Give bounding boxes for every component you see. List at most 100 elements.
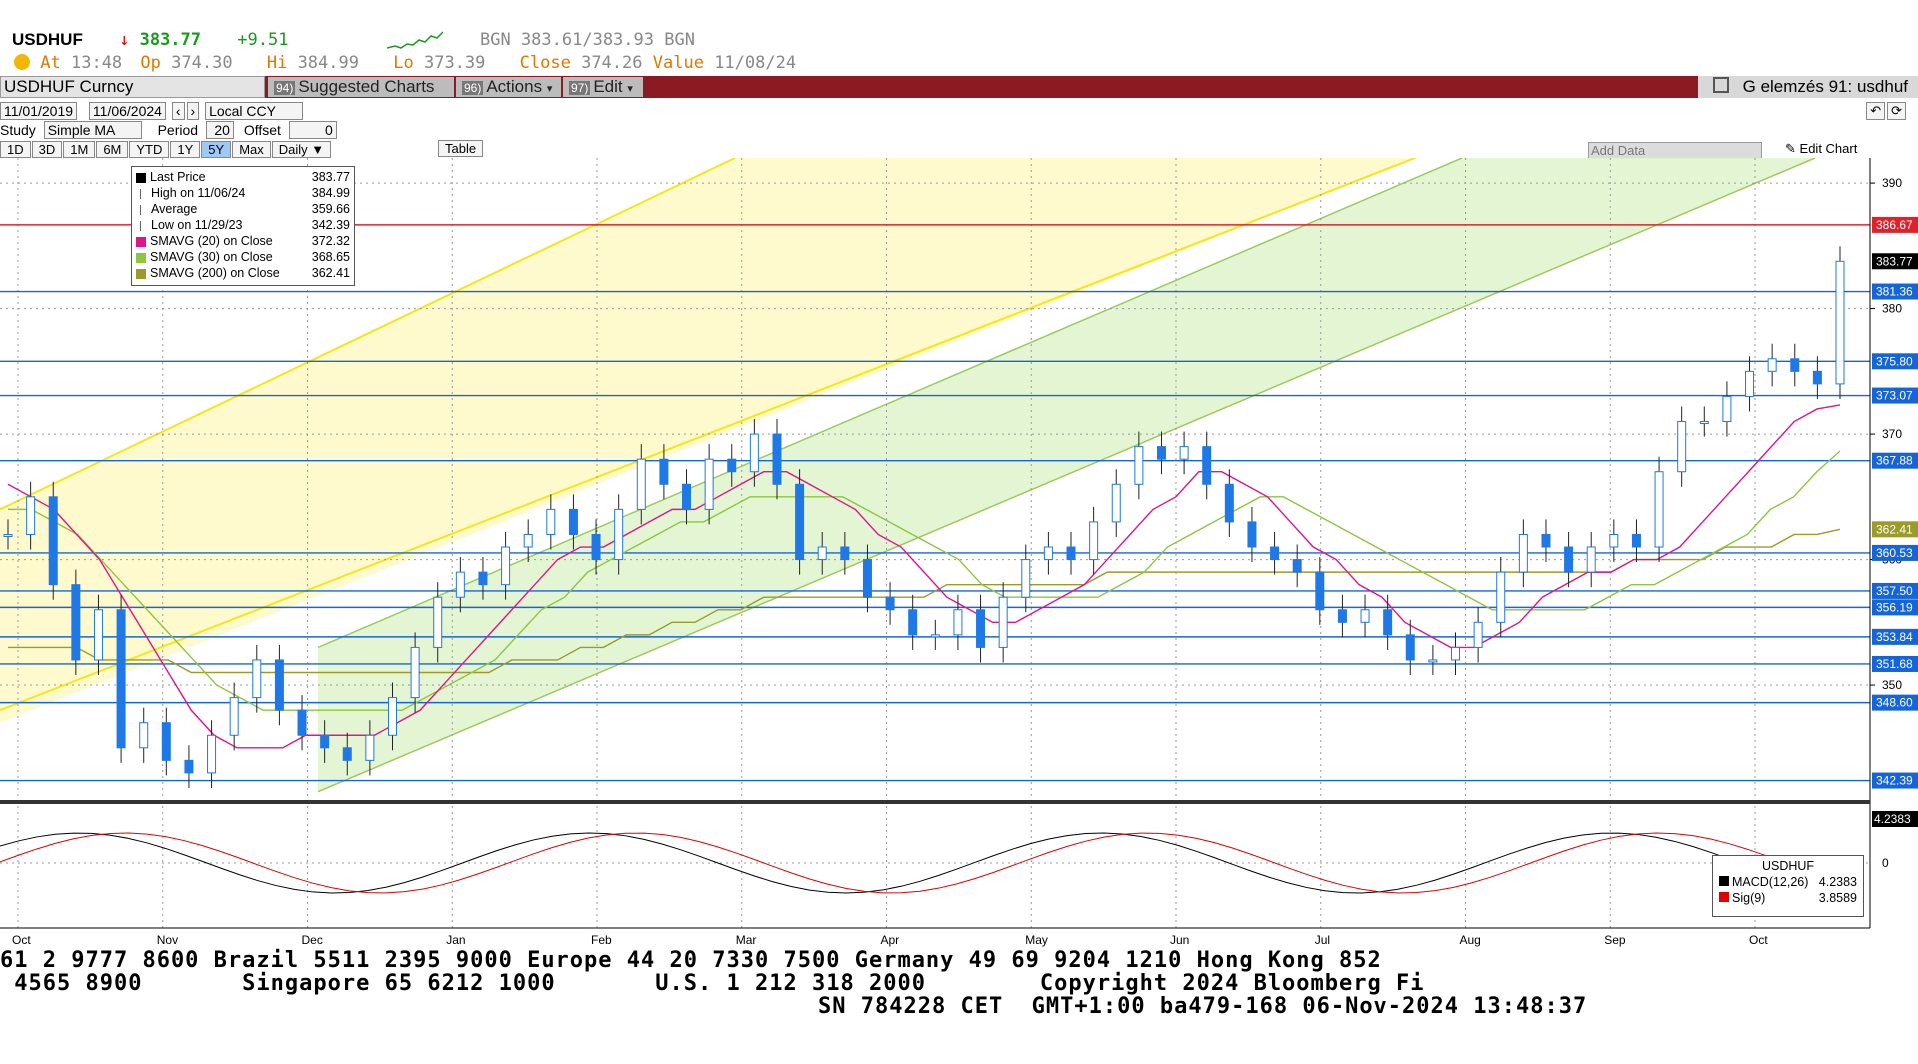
value-date: 11/08/24 — [714, 53, 797, 73]
candle-body — [48, 496, 58, 586]
macd-legend-row: MACD(12,26) 4.2383 — [1719, 874, 1857, 890]
candle-body — [840, 546, 850, 561]
candle-body — [704, 458, 714, 510]
sparkline-icon — [387, 31, 443, 49]
macd-legend-title: USDHUF — [1761, 859, 1815, 873]
hi-label: Hi — [266, 53, 288, 73]
macd-line — [0, 832, 1841, 894]
timeframe-5y[interactable]: 5Y — [201, 141, 232, 158]
bid-ask: BGN 383.61/383.93 BGN — [480, 30, 695, 50]
timeframe-ytd[interactable]: YTD — [129, 141, 170, 158]
macd-legend: USDHUF MACD(12,26) 4.2383 Sig(9) 3.8589 — [1712, 855, 1864, 917]
timeframe-1y[interactable]: 1Y — [170, 141, 201, 158]
op-value: 374.30 — [171, 53, 233, 73]
candle-body — [591, 533, 601, 561]
price-tag-label: 373.07 — [1876, 389, 1913, 403]
panel-separator — [0, 800, 1870, 804]
candle-body — [1202, 446, 1212, 485]
hi-value: 384.99 — [297, 53, 359, 73]
candle-body — [772, 433, 782, 485]
macd-value: 4.2383 — [1818, 875, 1857, 889]
macd-tag — [1872, 811, 1918, 827]
candle-body — [274, 659, 284, 711]
candle-body — [93, 609, 103, 661]
legend-label: Average — [151, 202, 198, 216]
legend-value: 368.65 — [311, 250, 350, 264]
popout-icon — [1712, 77, 1729, 93]
actions-num: 96) — [462, 81, 484, 95]
candle-body — [1767, 358, 1777, 372]
timeframe-3d[interactable]: 3D — [31, 141, 63, 158]
candle-body — [568, 508, 578, 535]
next-arrow-icon[interactable]: › — [186, 102, 200, 120]
price-tag — [1872, 694, 1918, 711]
legend-swatch — [136, 252, 146, 263]
timeframe-1d[interactable]: 1D — [0, 141, 31, 158]
candle-body — [410, 646, 420, 699]
security-field[interactable]: USDHUF Curncy — [0, 76, 265, 98]
period-label: Period — [157, 122, 199, 138]
dropdown-icon: ▾ — [546, 83, 553, 95]
end-date-field[interactable]: 11/06/2024 — [88, 102, 166, 120]
chart-title[interactable]: G elemzés 91: usdhuf — [1698, 76, 1918, 98]
table-button[interactable]: Table — [438, 140, 484, 157]
legend-swatch — [140, 220, 147, 231]
candle-body — [1405, 634, 1415, 661]
candle-body — [365, 734, 375, 761]
prev-arrow-icon[interactable]: ‹ — [171, 102, 185, 120]
timeframe-max[interactable]: Max — [232, 141, 271, 158]
currency-select[interactable]: Local CCY — [205, 102, 304, 120]
x-tick-label: Aug — [1460, 933, 1481, 947]
dropdown-icon: ▾ — [627, 83, 633, 95]
timeframe-6m[interactable]: 6M — [96, 141, 129, 158]
legend-label: SMAVG (200) on Close — [150, 266, 280, 280]
candle-body — [1790, 358, 1800, 372]
offset-label: Offset — [243, 122, 281, 138]
clock-icon — [14, 54, 30, 70]
candle-body — [1586, 546, 1596, 573]
edit-menu[interactable]: 97) Edit ▾ — [563, 77, 643, 97]
candle-body — [1247, 521, 1257, 548]
legend-item: Average 359.66 — [136, 201, 350, 217]
study-select[interactable]: Simple MA — [43, 121, 142, 139]
candle-body — [1156, 446, 1166, 460]
price-tag-label: 386.67 — [1876, 218, 1913, 232]
price-tag — [1872, 452, 1918, 469]
sma20-line — [7, 404, 1841, 749]
close-value: 374.26 — [581, 53, 643, 73]
legend-swatch — [136, 236, 146, 247]
candle-body — [817, 546, 827, 561]
legend-item: High on 11/06/24 384.99 — [136, 185, 350, 201]
undo-icon[interactable]: ↶ — [1866, 102, 1886, 120]
channel-line-upper — [0, 158, 736, 511]
chart-title-text: G elemzés 91: usdhuf — [1742, 77, 1908, 96]
sig-swatch — [1719, 892, 1729, 902]
y-tick-label: 350 — [1882, 678, 1902, 692]
timeframe-1m[interactable]: 1M — [63, 141, 96, 158]
legend-label: SMAVG (20) on Close — [150, 234, 273, 248]
period-field[interactable]: 20 — [205, 121, 234, 139]
candle-body — [433, 596, 443, 648]
legend-item: SMAVG (30) on Close 368.65 — [136, 249, 350, 265]
frequency-select[interactable]: Daily ▼ — [271, 141, 332, 158]
legend-item: SMAVG (200) on Close 362.41 — [136, 265, 350, 281]
study-label: Study — [0, 122, 36, 138]
suggested-charts-button[interactable]: 94) Suggested Charts — [268, 77, 454, 97]
actions-menu[interactable]: 96) Actions ▾ — [456, 77, 561, 97]
price-chart[interactable]: 350360370380390386.67383.77381.36375.803… — [0, 158, 1918, 948]
edit-chart-button[interactable]: ✎ Edit Chart — [1785, 141, 1857, 157]
macd-zero-label: 0 — [1882, 856, 1889, 870]
candle-body — [478, 571, 488, 586]
candle-body — [26, 496, 36, 535]
offset-field[interactable]: 0 — [288, 121, 337, 139]
x-tick-label: Apr — [881, 933, 900, 947]
candle-body — [930, 634, 940, 638]
candle-body — [252, 659, 262, 699]
legend-value: 372.32 — [311, 234, 350, 248]
candle-body — [998, 596, 1008, 648]
refresh-icon[interactable]: ⟳ — [1887, 102, 1906, 120]
add-data-field[interactable]: Add Data — [1588, 142, 1762, 159]
candle-body — [1021, 559, 1031, 598]
price-tag-label: 357.50 — [1876, 584, 1913, 598]
start-date-field[interactable]: 11/01/2019 — [0, 102, 78, 120]
